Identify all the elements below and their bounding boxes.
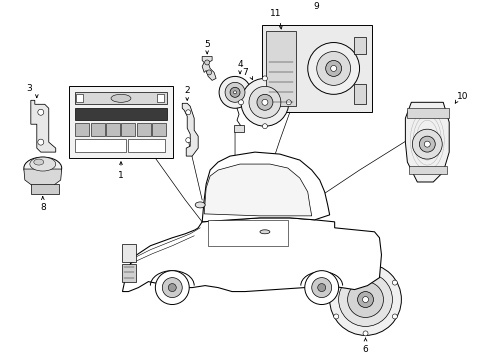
Bar	[128, 139, 165, 152]
Polygon shape	[203, 164, 311, 216]
Text: 1: 1	[118, 171, 123, 180]
Bar	[122, 244, 136, 262]
Circle shape	[241, 78, 288, 126]
Circle shape	[362, 297, 368, 302]
Circle shape	[229, 87, 240, 97]
Circle shape	[233, 91, 236, 94]
Text: 4: 4	[237, 60, 243, 69]
Circle shape	[155, 271, 189, 305]
Circle shape	[391, 280, 397, 285]
Bar	[157, 94, 164, 102]
Text: 2: 2	[184, 86, 190, 95]
Bar	[265, 31, 295, 106]
Circle shape	[362, 331, 367, 336]
Circle shape	[262, 76, 267, 81]
Bar	[408, 166, 447, 174]
Circle shape	[38, 109, 44, 115]
Circle shape	[38, 139, 44, 145]
Circle shape	[224, 82, 244, 102]
Circle shape	[329, 264, 401, 336]
Ellipse shape	[30, 157, 56, 171]
Bar	[31, 184, 59, 194]
Circle shape	[307, 42, 359, 94]
Bar	[90, 123, 104, 136]
Bar	[75, 92, 167, 104]
Bar	[137, 123, 151, 136]
Bar	[76, 94, 82, 102]
Polygon shape	[31, 100, 56, 152]
Circle shape	[238, 100, 243, 105]
Bar	[208, 220, 287, 246]
Circle shape	[168, 284, 176, 292]
Bar	[75, 139, 125, 152]
Circle shape	[419, 136, 434, 152]
Circle shape	[316, 51, 350, 85]
Text: 9: 9	[313, 2, 319, 11]
Circle shape	[338, 273, 392, 327]
Ellipse shape	[34, 159, 44, 165]
Bar	[75, 123, 89, 136]
Text: 10: 10	[456, 92, 468, 101]
Bar	[121, 123, 135, 136]
Circle shape	[357, 292, 373, 307]
Circle shape	[219, 76, 250, 108]
Circle shape	[333, 314, 338, 319]
Bar	[353, 37, 365, 54]
Circle shape	[325, 60, 341, 76]
Polygon shape	[405, 102, 448, 182]
Circle shape	[330, 66, 336, 71]
Circle shape	[248, 86, 280, 118]
Bar	[353, 84, 365, 104]
Circle shape	[333, 280, 338, 285]
Text: 8: 8	[40, 203, 45, 212]
Circle shape	[411, 129, 441, 159]
Bar	[68, 86, 173, 158]
Polygon shape	[202, 152, 329, 222]
Text: 3: 3	[26, 84, 32, 93]
Circle shape	[262, 124, 267, 129]
Text: 7: 7	[242, 68, 247, 77]
Text: 6: 6	[362, 345, 367, 354]
Circle shape	[162, 278, 182, 298]
Bar	[106, 123, 120, 136]
Text: 5: 5	[204, 40, 209, 49]
Polygon shape	[24, 169, 61, 186]
Circle shape	[256, 94, 272, 110]
Circle shape	[362, 263, 367, 268]
Circle shape	[206, 70, 211, 75]
Bar	[407, 108, 448, 118]
Polygon shape	[202, 57, 216, 80]
Circle shape	[391, 314, 397, 319]
Bar	[234, 125, 244, 132]
Bar	[122, 264, 136, 282]
Bar	[262, 24, 371, 112]
Circle shape	[311, 278, 331, 298]
Ellipse shape	[195, 202, 205, 208]
Bar	[152, 123, 166, 136]
Circle shape	[204, 60, 209, 65]
Circle shape	[286, 100, 291, 105]
Circle shape	[185, 110, 190, 115]
Text: 11: 11	[269, 9, 281, 18]
Ellipse shape	[111, 94, 131, 102]
Circle shape	[347, 282, 383, 318]
Ellipse shape	[24, 157, 61, 179]
Circle shape	[262, 99, 267, 105]
Polygon shape	[182, 103, 198, 156]
Circle shape	[304, 271, 338, 305]
Circle shape	[317, 284, 325, 292]
Circle shape	[185, 138, 190, 143]
Polygon shape	[122, 218, 381, 292]
Circle shape	[424, 141, 429, 147]
Bar	[75, 108, 167, 120]
Ellipse shape	[260, 230, 269, 234]
